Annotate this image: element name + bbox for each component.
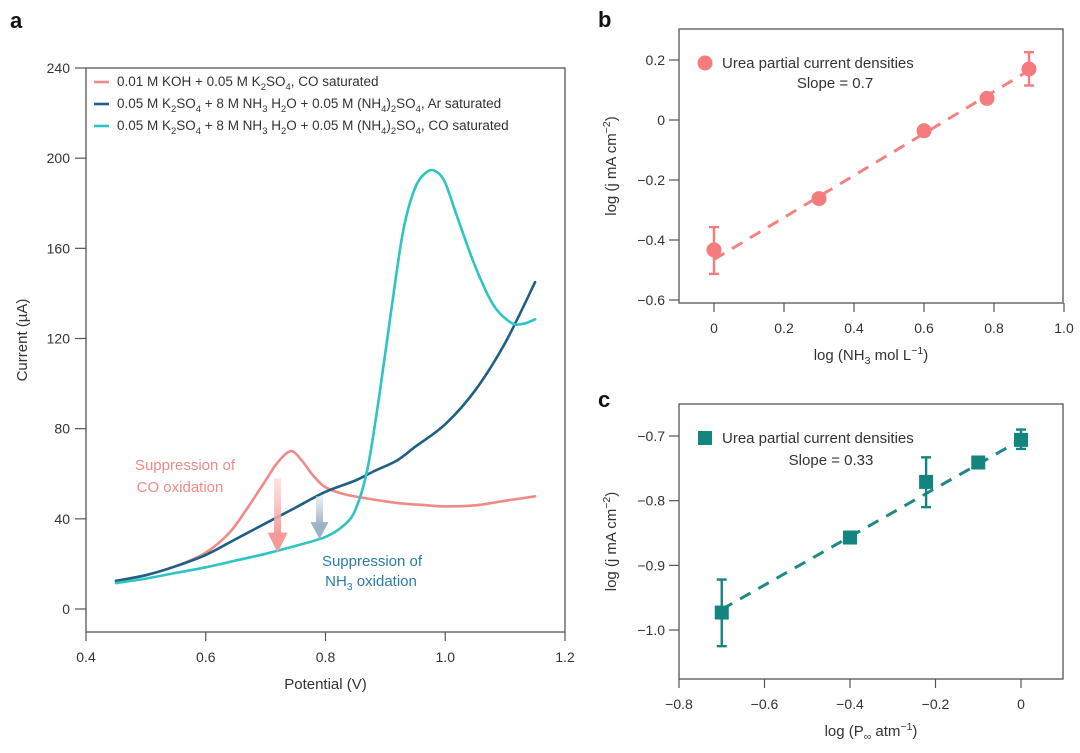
panel-label-b: b <box>598 7 611 32</box>
annotation-co-line2: CO oxidation <box>137 479 224 496</box>
x-axis-label: log (NH3 mol L−1) <box>814 345 929 367</box>
legend-entry-label: 0.05 M K2SO4 + 8 M NH3 H2O + 0.05 M (NH4… <box>117 118 509 137</box>
arrow-head-icon <box>310 522 329 540</box>
x-tick-label: 0.6 <box>196 649 216 665</box>
series-koh-co-line <box>114 449 537 583</box>
y-tick-label: −0.7 <box>637 428 665 444</box>
plot-frame <box>678 403 1064 680</box>
y-tick-label: −0.8 <box>637 493 665 509</box>
slope-label: Slope = 0.7 <box>797 75 873 92</box>
x-tick-label: 0.2 <box>774 320 794 336</box>
y-tick-label: −0.6 <box>637 292 665 308</box>
data-point <box>706 242 722 258</box>
plot-frame <box>85 67 566 633</box>
y-tick-label: 0.2 <box>646 52 666 68</box>
annotation-nh3-line1: Suppression of <box>322 553 423 570</box>
data-point <box>1021 61 1037 77</box>
y-axis-label: log (j mA cm−2) <box>601 492 620 592</box>
annotation-nh3-line2: NH3 oxidation <box>325 573 417 593</box>
slope-label: Slope = 0.33 <box>789 452 874 469</box>
x-tick-label: 0.4 <box>76 649 96 665</box>
y-tick-label: 120 <box>47 331 71 347</box>
x-tick-label: 0.6 <box>914 320 934 336</box>
arrow-down-icon <box>316 496 324 525</box>
x-axis-label: Potential (V) <box>284 676 367 693</box>
y-axis-label: log (j mA cm−2) <box>601 116 620 216</box>
arrow-down-icon <box>274 478 282 535</box>
y-tick-label: −1.0 <box>637 622 665 638</box>
data-point <box>979 90 995 106</box>
arrow-head-icon <box>267 532 288 553</box>
y-tick-label: 80 <box>54 421 70 437</box>
legend-entry-label: 0.05 M K2SO4 + 8 M NH3 H2O + 0.05 M (NH4… <box>117 96 501 115</box>
x-tick-label: −0.8 <box>665 696 693 712</box>
data-point <box>843 530 857 545</box>
panel-label-c: c <box>598 387 610 412</box>
y-tick-label: 0 <box>62 601 70 617</box>
y-tick-label: 240 <box>47 60 71 76</box>
y-tick-label: 200 <box>47 150 71 166</box>
x-tick-label: 0 <box>710 320 718 336</box>
y-tick-label: −0.9 <box>637 557 665 573</box>
x-tick-label: −0.6 <box>751 696 779 712</box>
legend-label: Urea partial current densities <box>722 430 914 447</box>
legend-marker <box>698 431 712 445</box>
x-tick-label: 1.0 <box>1054 320 1074 336</box>
data-point <box>919 474 934 489</box>
data-point <box>1014 432 1028 447</box>
x-tick-label: −0.2 <box>922 696 950 712</box>
series-nh3-ar-line <box>114 280 537 583</box>
x-tick-label: 0.8 <box>984 320 1004 336</box>
data-point <box>811 191 827 207</box>
x-tick-label: −0.4 <box>836 696 864 712</box>
panel-a-cv-chart: 0 40 80 120 160 200 240 0.4 0.6 0.8 1.0 1.2 Potentia… <box>14 60 575 693</box>
panel-b-nh3-order-chart: −0.6 −0.4 −0.2 0 0.2 0 0.2 0.4 0.6 0.8 1.0 log (NH3… <box>601 28 1074 367</box>
y-tick-label: 0 <box>657 112 665 128</box>
y-tick-label: −0.2 <box>637 172 665 188</box>
annotation-co-line1: Suppression of <box>135 457 236 474</box>
legend-label: Urea partial current densities <box>722 55 914 72</box>
panel-c-co-order-chart: −1.0 −0.9 −0.8 −0.7 −0.8 −0.6 −0.4 −0.2 0 log (P∞… <box>601 403 1064 743</box>
legend-marker <box>697 55 713 71</box>
y-axis-label: Current (µA) <box>14 299 31 382</box>
y-tick-label: 160 <box>47 240 71 256</box>
series-nh3-co-line <box>114 168 537 585</box>
panel-label-a: a <box>10 8 23 33</box>
data-point <box>714 605 729 620</box>
x-tick-label: 1.2 <box>555 649 575 665</box>
y-tick-label: 40 <box>54 511 70 527</box>
fit-line <box>721 438 1022 611</box>
x-tick-label: 0.8 <box>316 649 336 665</box>
data-point <box>971 455 986 470</box>
data-point <box>916 123 932 139</box>
x-axis-label: log (P∞ atm−1) <box>825 721 918 743</box>
x-tick-label: 0.4 <box>844 320 864 336</box>
x-tick-label: 1.0 <box>436 649 456 665</box>
plot-frame <box>678 28 1064 304</box>
legend-entry-label: 0.01 M KOH + 0.05 M K2SO4, CO saturated <box>117 74 379 93</box>
y-tick-label: −0.4 <box>637 232 665 248</box>
x-tick-label: 0 <box>1017 696 1025 712</box>
